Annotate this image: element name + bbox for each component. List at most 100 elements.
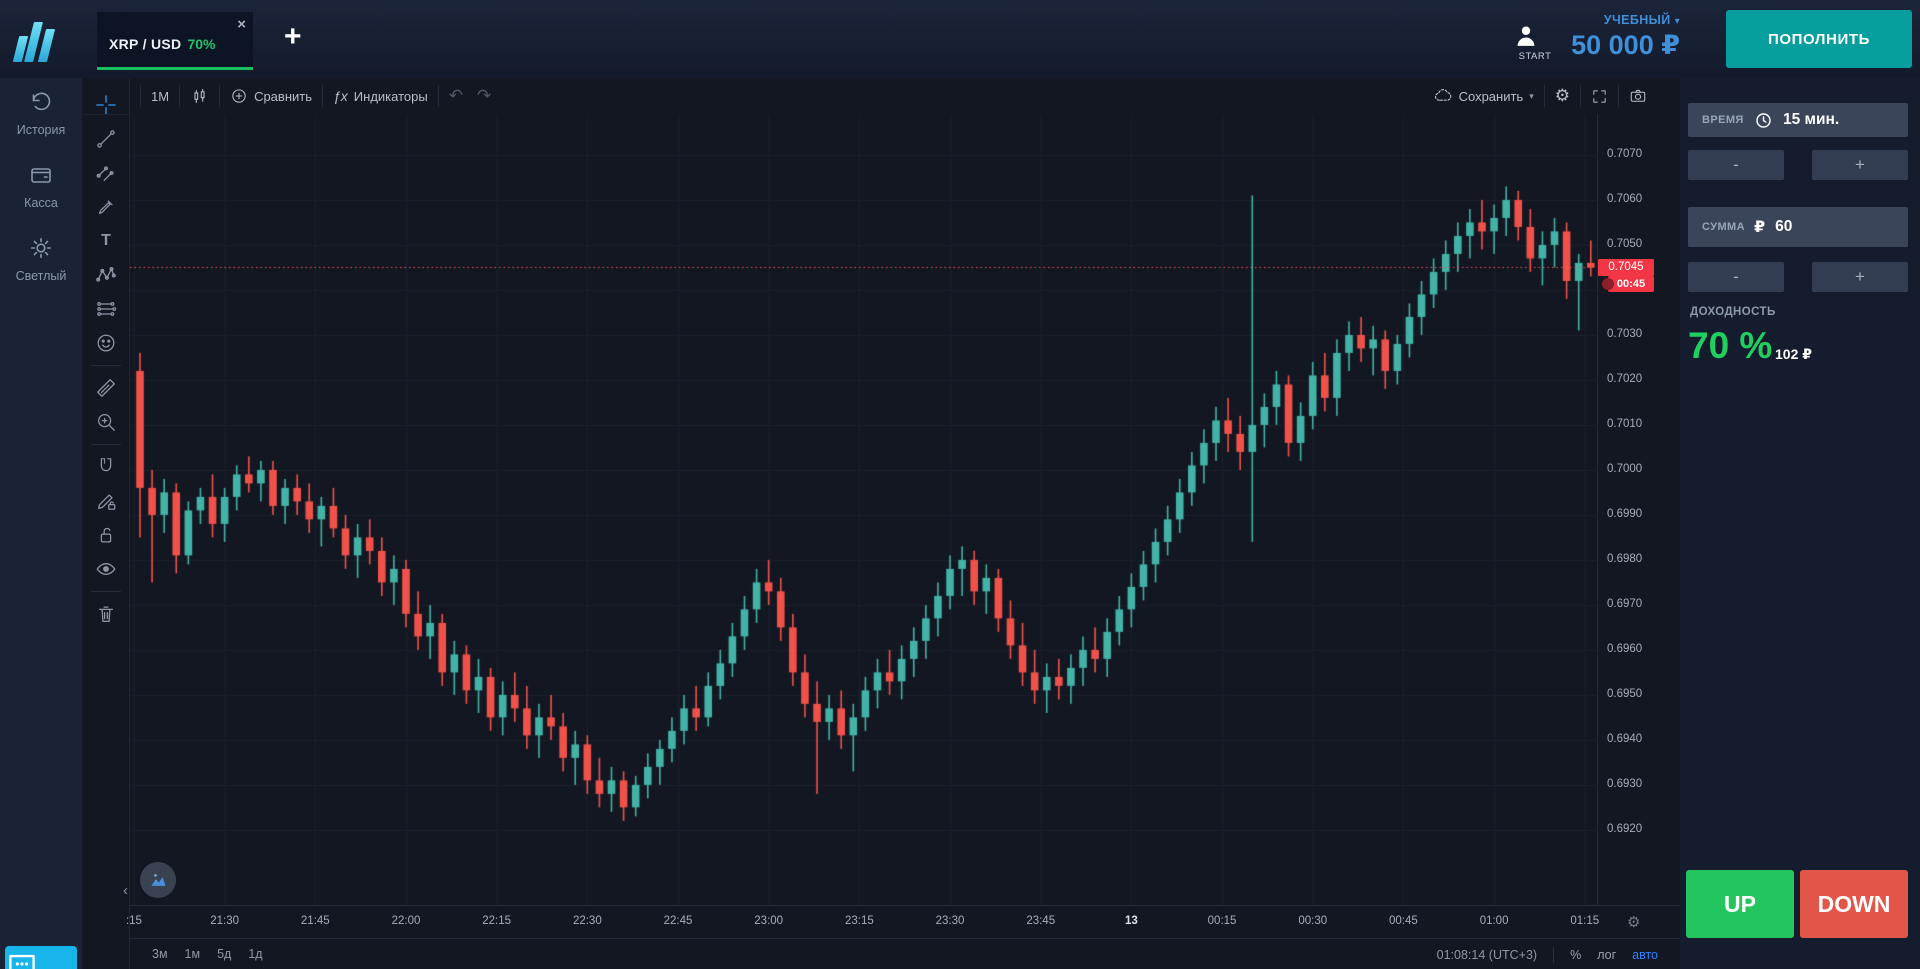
app-logo-icon[interactable] bbox=[12, 14, 64, 62]
ruble-icon: ₽ bbox=[1754, 219, 1766, 236]
range-button-3м[interactable]: 3м bbox=[152, 947, 168, 961]
axis-settings-gear-icon[interactable]: ⚙ bbox=[1627, 914, 1641, 931]
toolbar-separator bbox=[219, 85, 221, 107]
compare-button[interactable]: Сравнить bbox=[230, 87, 312, 105]
price-tick: 0.6930 bbox=[1607, 777, 1643, 790]
drawing-toolbar: T bbox=[82, 78, 130, 969]
save-label: Сохранить bbox=[1458, 88, 1524, 104]
save-layout-button[interactable]: Сохранить ▾ bbox=[1433, 86, 1534, 106]
logo-bar bbox=[37, 29, 56, 62]
tab-close-icon[interactable]: × bbox=[237, 16, 246, 33]
chart-settings-button[interactable]: ⚙ bbox=[1555, 86, 1570, 106]
tool-crosshair-icon[interactable] bbox=[82, 88, 130, 122]
account-type-dropdown[interactable]: УЧЕБНЫЙ ▾ bbox=[1560, 13, 1680, 27]
range-button-5д[interactable]: 5д bbox=[217, 947, 232, 961]
time-axis[interactable]: :15 21:30 21:45 22:00 22:15 22:30 22:45 23:00 23… bbox=[126, 905, 1680, 938]
tool-zoom-in-icon[interactable] bbox=[82, 405, 130, 439]
fullscreen-icon bbox=[1591, 88, 1608, 105]
gear-icon: ⚙ bbox=[1554, 86, 1570, 105]
start-profile-button[interactable]: START bbox=[1512, 22, 1558, 62]
fullscreen-button[interactable] bbox=[1591, 88, 1608, 105]
undo-button[interactable]: ↶ bbox=[448, 86, 463, 105]
history-icon bbox=[29, 90, 53, 114]
bottom-separator bbox=[1553, 946, 1555, 963]
time-plus-button[interactable]: + bbox=[1812, 150, 1908, 180]
time-tick: 00:15 bbox=[1207, 915, 1237, 927]
time-tick: 22:30 bbox=[572, 915, 602, 927]
sidebar-item-касса[interactable]: Касса bbox=[0, 163, 82, 210]
tool-ruler-icon[interactable] bbox=[82, 371, 130, 405]
price-tick: 0.6920 bbox=[1607, 822, 1643, 835]
toolbar-separator bbox=[1580, 85, 1581, 107]
tool-eye-icon[interactable] bbox=[82, 552, 130, 586]
snapshot-button[interactable] bbox=[1629, 87, 1647, 105]
time-field[interactable]: ВРЕМЯ 15 мин. bbox=[1688, 103, 1908, 137]
toolbar-separator bbox=[140, 85, 141, 107]
indicators-button[interactable]: ƒx Индикаторы bbox=[333, 88, 428, 104]
redo-button[interactable]: ↷ bbox=[476, 86, 492, 105]
server-clock: 01:08:14 (UTC+3) bbox=[1436, 947, 1538, 962]
range-button-1д[interactable]: 1д bbox=[248, 947, 263, 961]
start-label: START bbox=[1518, 51, 1552, 62]
sidebar-item-история[interactable]: История bbox=[0, 90, 82, 137]
collapse-panel-handle[interactable]: ‹ bbox=[123, 882, 128, 899]
tool-emoji-icon[interactable] bbox=[82, 326, 130, 360]
price-tick: 0.6940 bbox=[1607, 732, 1643, 745]
toolbar-right-group: Сохранить ▾ ⚙ bbox=[1433, 78, 1647, 114]
range-button-1м[interactable]: 1м bbox=[184, 947, 201, 961]
deposit-button[interactable]: ПОПОЛНИТЬ bbox=[1726, 10, 1912, 68]
time-tick: 01:00 bbox=[1479, 915, 1509, 927]
amount-minus-button[interactable]: - bbox=[1688, 262, 1784, 292]
percent-scale-button[interactable]: % bbox=[1570, 947, 1582, 962]
time-tick: 01:15 bbox=[1570, 915, 1600, 927]
interval-button[interactable]: 1M bbox=[151, 89, 169, 104]
price-axis[interactable]: 0.7070 0.7060 0.7050 0.7030 0.7020 0.7010 0.70… bbox=[1597, 114, 1680, 905]
tool-lock-icon[interactable] bbox=[82, 518, 130, 552]
price-tick: 0.7010 bbox=[1607, 417, 1643, 430]
tool-brush-icon[interactable] bbox=[82, 190, 130, 224]
price-tick: 0.6950 bbox=[1607, 687, 1643, 700]
range-buttons: 3м 1м 5д 1д bbox=[152, 947, 263, 961]
tool-xabcd-pattern-icon[interactable] bbox=[82, 258, 130, 292]
sidebar-item-label: Касса bbox=[24, 196, 58, 210]
up-button[interactable]: UP bbox=[1686, 870, 1794, 938]
chart-watermark-icon bbox=[140, 862, 176, 898]
auto-scale-button[interactable]: авто bbox=[1632, 947, 1658, 962]
tool-magnet-icon[interactable] bbox=[82, 450, 130, 484]
help-button[interactable]: помощь bbox=[5, 946, 77, 969]
tool-forecast-icon[interactable] bbox=[82, 292, 130, 326]
amount-field[interactable]: СУММА ₽ 60 bbox=[1688, 207, 1908, 247]
toolbar-separator bbox=[1618, 85, 1619, 107]
price-tick: 0.6990 bbox=[1607, 507, 1643, 520]
down-button[interactable]: DOWN bbox=[1800, 870, 1908, 938]
price-tick: 0.7000 bbox=[1607, 462, 1643, 475]
tool-channel-lines-icon[interactable] bbox=[82, 156, 130, 190]
candlestick-chart[interactable] bbox=[130, 114, 1597, 905]
bottom-right-group: 01:08:14 (UTC+3) % лог авто bbox=[1437, 939, 1658, 969]
tool-separator bbox=[90, 591, 121, 592]
clock-icon bbox=[1754, 111, 1773, 130]
new-tab-button[interactable]: + bbox=[284, 20, 302, 53]
tool-trend-line-icon[interactable] bbox=[82, 122, 130, 156]
log-scale-button[interactable]: лог bbox=[1597, 947, 1617, 962]
price-tick: 0.6970 bbox=[1607, 597, 1643, 610]
tab-xrp-usd[interactable]: XRP / USD 70% × bbox=[97, 12, 253, 70]
price-tick: 0.6980 bbox=[1607, 552, 1643, 565]
time-tick: 21:30 bbox=[210, 915, 240, 927]
tool-text-icon[interactable]: T bbox=[101, 232, 111, 249]
price-tick: 0.7050 bbox=[1607, 237, 1643, 250]
time-minus-button[interactable]: - bbox=[1688, 150, 1784, 180]
sun-icon bbox=[29, 236, 53, 260]
candle-countdown-tag: 00:45 bbox=[1608, 276, 1654, 293]
time-tick: 23:30 bbox=[935, 915, 965, 927]
tool-trash-icon[interactable] bbox=[82, 597, 130, 631]
amount-field-label: СУММА bbox=[1702, 221, 1745, 233]
chart-type-button[interactable] bbox=[190, 87, 209, 106]
price-tick: 0.6960 bbox=[1607, 642, 1643, 655]
tab-symbol: XRP / USD bbox=[109, 36, 182, 52]
tool-drawing-lock-icon[interactable] bbox=[82, 484, 130, 518]
time-field-value: 15 мин. bbox=[1783, 111, 1840, 128]
sidebar-item-светлый[interactable]: Светлый bbox=[0, 236, 82, 283]
amount-plus-button[interactable]: + bbox=[1812, 262, 1908, 292]
